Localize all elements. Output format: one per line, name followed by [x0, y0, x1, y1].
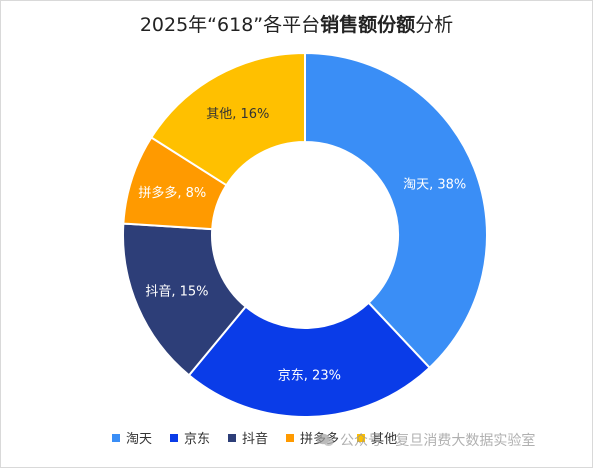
legend-item-jd: 京东 [170, 428, 210, 447]
slice-jd [187, 301, 432, 418]
wechat-icon [316, 433, 334, 446]
data-label-jd: 京东, 23% [278, 368, 341, 383]
data-label-taotian: 淘天, 38% [403, 178, 466, 193]
watermark: 公众号 · 复旦消费大数据实验室 [316, 430, 535, 450]
data-label-pinduoduo: 拼多多, 8% [138, 185, 206, 201]
title-part-2: 销售额份额 [320, 14, 416, 36]
slice-taotian [304, 51, 488, 370]
title-part-3: 分析 [415, 14, 454, 36]
legend-swatch [170, 433, 179, 442]
legend-swatch [228, 433, 237, 442]
legend-label: 京东 [184, 432, 211, 447]
data-label-douyin: 抖音, 15% [145, 283, 208, 299]
slice-other [149, 51, 306, 187]
legend-item-other: 其他 [357, 428, 397, 447]
data-label-other: 其他, 16% [206, 107, 269, 122]
watermark-text: 公众号 · 复旦消费大数据实验室 [340, 433, 536, 449]
title-part-1: 2025年“618”各平台 [139, 14, 321, 36]
legend-label: 抖音 [242, 432, 269, 447]
legend-swatch [112, 433, 120, 442]
slice-douyin [122, 222, 248, 377]
legend-swatch [357, 433, 366, 442]
legend-label: 其他 [371, 432, 398, 447]
legend-swatch [286, 433, 295, 442]
legend-item-taotian: 淘天 [112, 428, 152, 447]
legend-item-douyin: 抖音 [228, 428, 268, 447]
chart-title: 2025年“618”各平台销售额份额分析 [0, 10, 593, 37]
legend-label: 淘天 [126, 432, 153, 447]
